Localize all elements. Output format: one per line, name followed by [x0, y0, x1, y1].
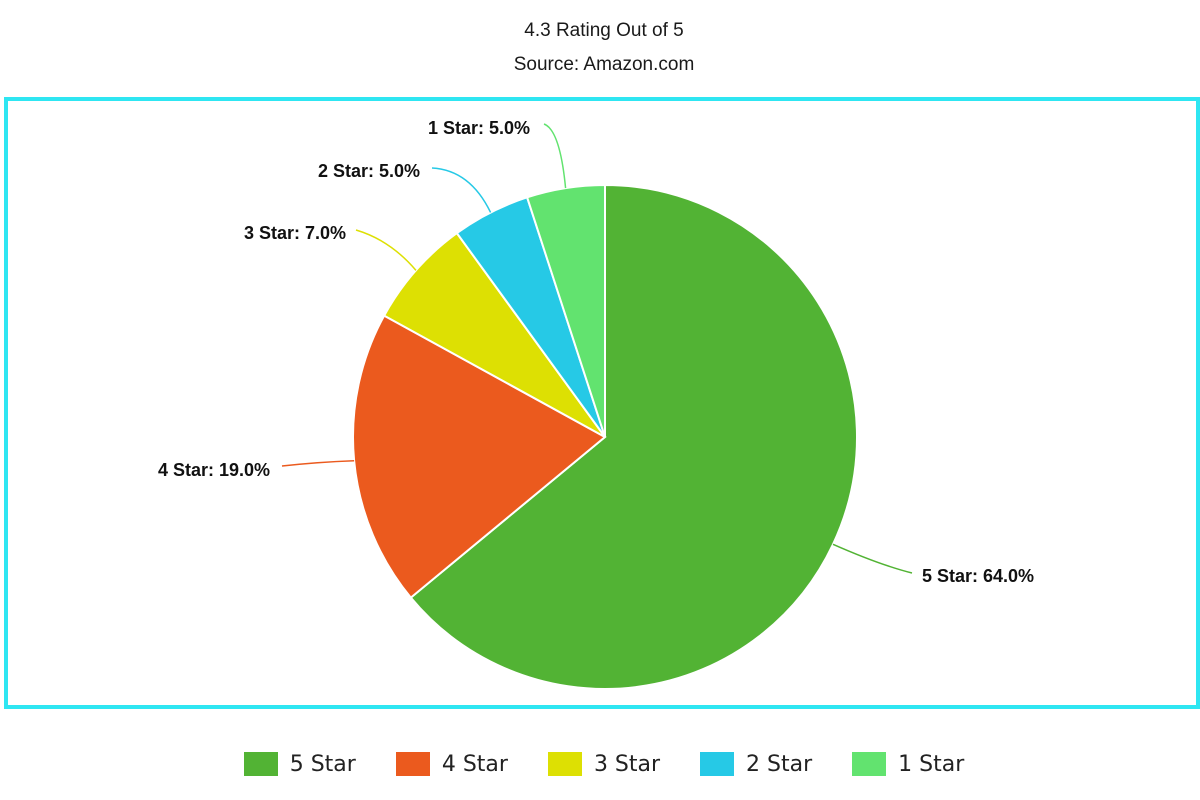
leader-line-4-star	[281, 459, 355, 467]
pie-slice-4-star	[352, 314, 607, 600]
data-label-2-star: 2 Star: 5.0%	[318, 161, 420, 181]
data-label-3-star: 3 Star: 7.0%	[244, 223, 346, 243]
leader-line-5-star	[832, 543, 913, 574]
legend-item-1-star[interactable]: 1 Star	[852, 752, 964, 777]
pie-slice-5-star	[409, 183, 858, 690]
legend-swatch	[547, 752, 582, 776]
leader-line-1-star	[543, 123, 567, 189]
legend-item-3-star[interactable]: 3 Star	[547, 751, 661, 777]
data-label-4-star: 4 Star: 19.0%	[158, 460, 270, 480]
chart-title: 4.3 Rating Out of 5	[524, 20, 684, 41]
leader-line-3-star	[355, 229, 417, 271]
chart-subtitle: Source: Amazon.com	[513, 54, 695, 75]
legend-swatch	[395, 752, 430, 776]
chart-title-block: 4.3 Rating Out of 5 Source: Amazon.com	[0, 14, 1200, 82]
data-label-1-star: 1 Star: 5.0%	[428, 118, 530, 138]
legend-swatch	[243, 752, 278, 776]
legend-label: 1 Star	[898, 751, 965, 777]
legend-label: 3 Star	[593, 751, 661, 777]
leader-line-2-star	[431, 167, 492, 213]
legend-swatch	[700, 752, 735, 776]
legend-label: 4 Star	[441, 751, 508, 777]
legend-label: 5 Star	[289, 751, 356, 777]
data-label-5-star: 5 Star: 64.0%	[922, 566, 1034, 586]
pie-slice-1-star	[525, 183, 606, 438]
chart-legend: 5 Star 4 Star 3 Star 2 Star 1 Star	[0, 744, 1200, 784]
legend-item-2-star[interactable]: 2 Star	[700, 752, 812, 777]
legend-swatch	[852, 752, 887, 776]
legend-item-4-star[interactable]: 4 Star	[395, 751, 508, 777]
legend-label: 2 Star	[746, 751, 813, 777]
legend-item-5-star[interactable]: 5 Star	[243, 751, 356, 777]
pie-slice-3-star	[382, 231, 606, 438]
